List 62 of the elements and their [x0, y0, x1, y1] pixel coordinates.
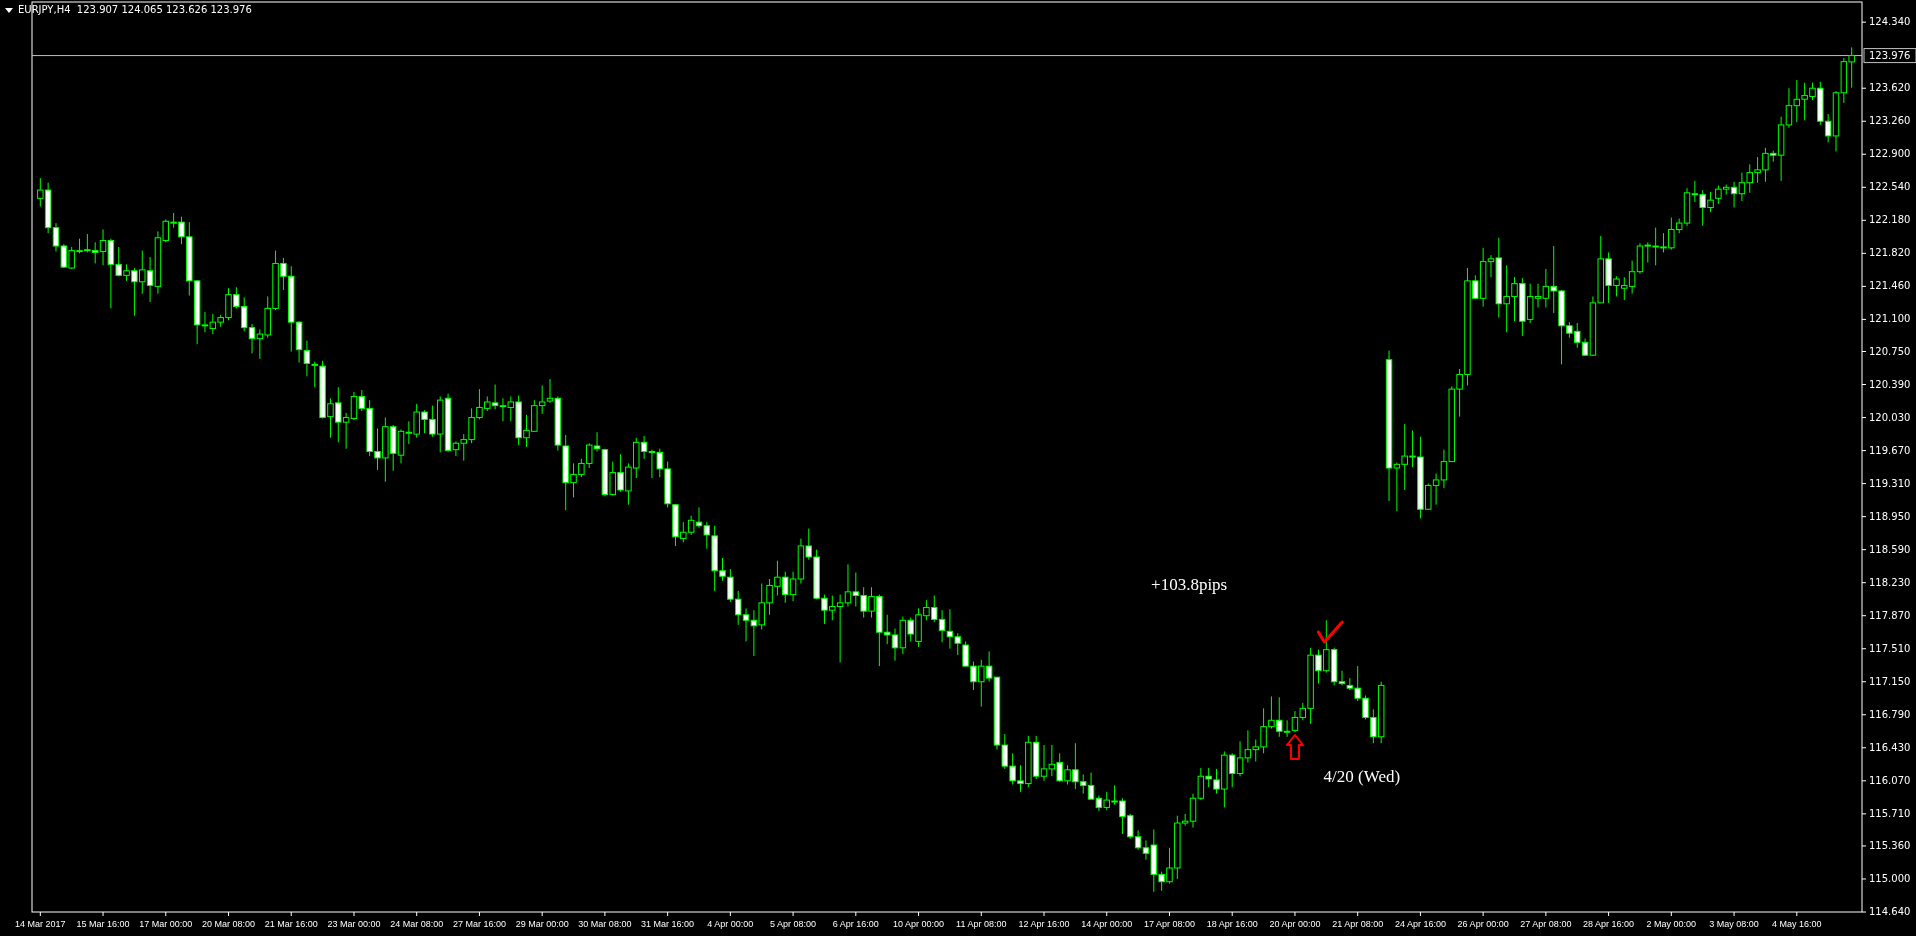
y-tick-label: 117.510: [1869, 642, 1911, 654]
y-tick-label: 122.540: [1869, 181, 1911, 193]
y-tick-label: 121.460: [1869, 280, 1911, 292]
x-tick-label: 3 May 08:00: [1709, 919, 1759, 929]
y-tick-label: 124.340: [1869, 16, 1911, 28]
x-tick-label: 30 Mar 08:00: [578, 919, 632, 929]
y-tick-label: 118.950: [1869, 510, 1911, 522]
y-tick-label: 117.870: [1869, 609, 1911, 621]
y-tick-label: 121.100: [1869, 313, 1911, 325]
x-tick-label: 10 Apr 00:00: [893, 919, 945, 929]
y-tick-label: 119.310: [1869, 477, 1911, 489]
x-tick-label: 15 Mar 16:00: [76, 919, 130, 929]
candlestick: [311, 361, 319, 388]
x-tick-label: 24 Mar 08:00: [390, 919, 444, 929]
y-tick-label: 119.670: [1869, 444, 1911, 456]
y-tick-label: 117.150: [1869, 675, 1911, 687]
x-tick-label: 23 Mar 00:00: [327, 919, 381, 929]
x-tick-label: 17 Mar 00:00: [139, 919, 193, 929]
x-tick-label: 31 Mar 16:00: [641, 919, 695, 929]
x-tick-label: 26 Apr 00:00: [1457, 919, 1509, 929]
y-tick-label: 115.000: [1869, 872, 1911, 884]
x-tick-label: 27 Mar 16:00: [452, 919, 506, 929]
y-tick-label: 116.070: [1869, 774, 1911, 786]
x-tick-label: 17 Apr 08:00: [1143, 919, 1195, 929]
x-tick-label: 20 Apr 00:00: [1269, 919, 1321, 929]
x-tick-label: 5 Apr 08:00: [770, 919, 817, 929]
y-tick-label: 120.390: [1869, 378, 1911, 390]
x-tick-label: 21 Apr 08:00: [1332, 919, 1384, 929]
x-tick-label: 18 Apr 16:00: [1206, 919, 1258, 929]
y-tick-label: 115.360: [1869, 839, 1911, 851]
ref-line-label: 123.976: [1869, 49, 1911, 61]
annotation: +103.8pips: [1151, 575, 1228, 594]
y-tick-label: 121.820: [1869, 247, 1911, 259]
x-tick-label: 14 Mar 2017: [15, 919, 66, 929]
y-tick-label: 123.620: [1869, 82, 1911, 94]
x-tick-label: 2 May 00:00: [1646, 919, 1697, 929]
y-tick-label: 118.230: [1869, 576, 1911, 588]
candlestick: [303, 340, 311, 377]
x-tick-label: 6 Apr 16:00: [832, 919, 879, 929]
y-tick-label: 122.900: [1869, 148, 1911, 160]
x-tick-label: 11 Apr 08:00: [956, 919, 1007, 929]
y-tick-label: 114.640: [1869, 906, 1911, 917]
annotation: 4/20 (Wed): [1323, 767, 1401, 786]
x-tick-label: 28 Apr 16:00: [1583, 919, 1635, 929]
y-tick-label: 116.790: [1869, 708, 1911, 720]
chart-title: EURJPY,H4 123.907 124.065 123.626 123.976: [18, 4, 252, 15]
x-tick-label: 29 Mar 00:00: [515, 919, 569, 929]
y-tick-label: 122.180: [1869, 214, 1911, 226]
y-tick-label: 116.430: [1869, 741, 1911, 753]
x-tick-label: 24 Apr 16:00: [1394, 919, 1446, 929]
x-tick-label: 27 Apr 08:00: [1520, 919, 1572, 929]
x-tick-label: 14 Apr 00:00: [1081, 919, 1133, 929]
x-tick-label: 21 Mar 16:00: [264, 919, 318, 929]
x-tick-label: 4 Apr 00:00: [707, 919, 754, 929]
y-tick-label: 123.260: [1869, 115, 1911, 127]
y-tick-label: 120.030: [1869, 411, 1911, 423]
x-tick-label: 12 Apr 16:00: [1018, 919, 1070, 929]
x-tick-label: 4 May 16:00: [1772, 919, 1822, 929]
x-tick-label: 20 Mar 08:00: [201, 919, 256, 929]
y-tick-label: 115.710: [1869, 807, 1911, 819]
y-tick-label: 120.750: [1869, 345, 1911, 357]
y-tick-label: 118.590: [1869, 543, 1911, 555]
